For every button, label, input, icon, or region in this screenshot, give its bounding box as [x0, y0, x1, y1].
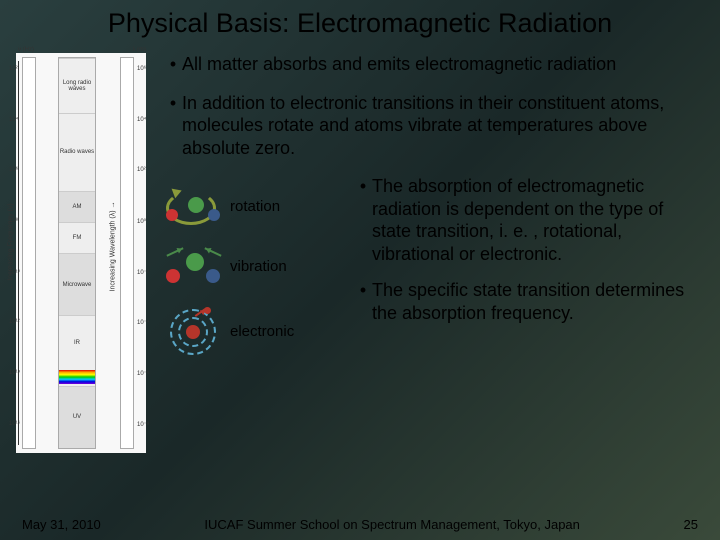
vibration-icon	[164, 247, 222, 287]
bullet-1: • All matter absorbs and emits electroma…	[164, 53, 704, 76]
transition-icons: rotation vibration electronic	[164, 175, 354, 377]
bullet-4: • The specific state transition determin…	[354, 279, 704, 324]
freq-header: ν (Hz)	[18, 47, 34, 53]
slide-title: Physical Basis: Electromagnetic Radiatio…	[0, 0, 720, 53]
bullet-dot: •	[354, 279, 372, 324]
footer-center: IUCAF Summer School on Spectrum Manageme…	[204, 517, 580, 532]
bullet-text: In addition to electronic transitions in…	[182, 92, 704, 160]
freq-scale: 10² 10⁴ 10⁶ 10⁸ 10¹⁰ 10¹² 10¹⁴ 10¹⁶	[22, 57, 36, 449]
em-spectrum-diagram: ν (Hz) λ (m) ← Increasing Frequency (ν) …	[16, 53, 146, 453]
footer-page: 25	[684, 517, 698, 532]
bullet-dot: •	[354, 175, 372, 265]
bullet-text: The absorption of electromagnetic radiat…	[372, 175, 704, 265]
freq-axis-label: ← Increasing Frequency (ν)	[8, 203, 15, 289]
electronic-label: electronic	[230, 323, 294, 342]
rotation-icon	[164, 183, 222, 231]
sub-bullets: • The absorption of electromagnetic radi…	[354, 175, 704, 377]
wave-axis-label: Increasing Wavelength (λ) →	[110, 202, 117, 292]
vibration-label: vibration	[230, 258, 287, 277]
sub-row: rotation vibration electronic	[164, 175, 704, 377]
bullet-dot: •	[164, 53, 182, 76]
rotation-label: rotation	[230, 198, 280, 217]
bullet-text: The specific state transition determines…	[372, 279, 704, 324]
bullet-3: • The absorption of electromagnetic radi…	[354, 175, 704, 265]
footer: May 31, 2010 IUCAF Summer School on Spec…	[0, 517, 720, 532]
vibration-row: vibration	[164, 247, 354, 287]
wave-scale: 10⁶ 10⁴ 10² 10⁰ 10⁻² 10⁻⁴ 10⁻⁶ 10⁻⁸	[120, 57, 134, 449]
electronic-icon	[164, 303, 222, 361]
content-area: ν (Hz) λ (m) ← Increasing Frequency (ν) …	[0, 53, 720, 453]
electronic-row: electronic	[164, 303, 354, 361]
rotation-row: rotation	[164, 183, 354, 231]
wave-header: λ (m)	[132, 47, 146, 53]
bullet-text: All matter absorbs and emits electromagn…	[182, 53, 616, 76]
bullet-2: • In addition to electronic transitions …	[164, 92, 704, 160]
bullet-dot: •	[164, 92, 182, 160]
main-text: • All matter absorbs and emits electroma…	[146, 53, 704, 453]
footer-date: May 31, 2010	[22, 517, 101, 532]
visible-spectrum	[59, 370, 95, 384]
band-column: Long radio waves Radio waves AM FM Micro…	[58, 57, 96, 449]
